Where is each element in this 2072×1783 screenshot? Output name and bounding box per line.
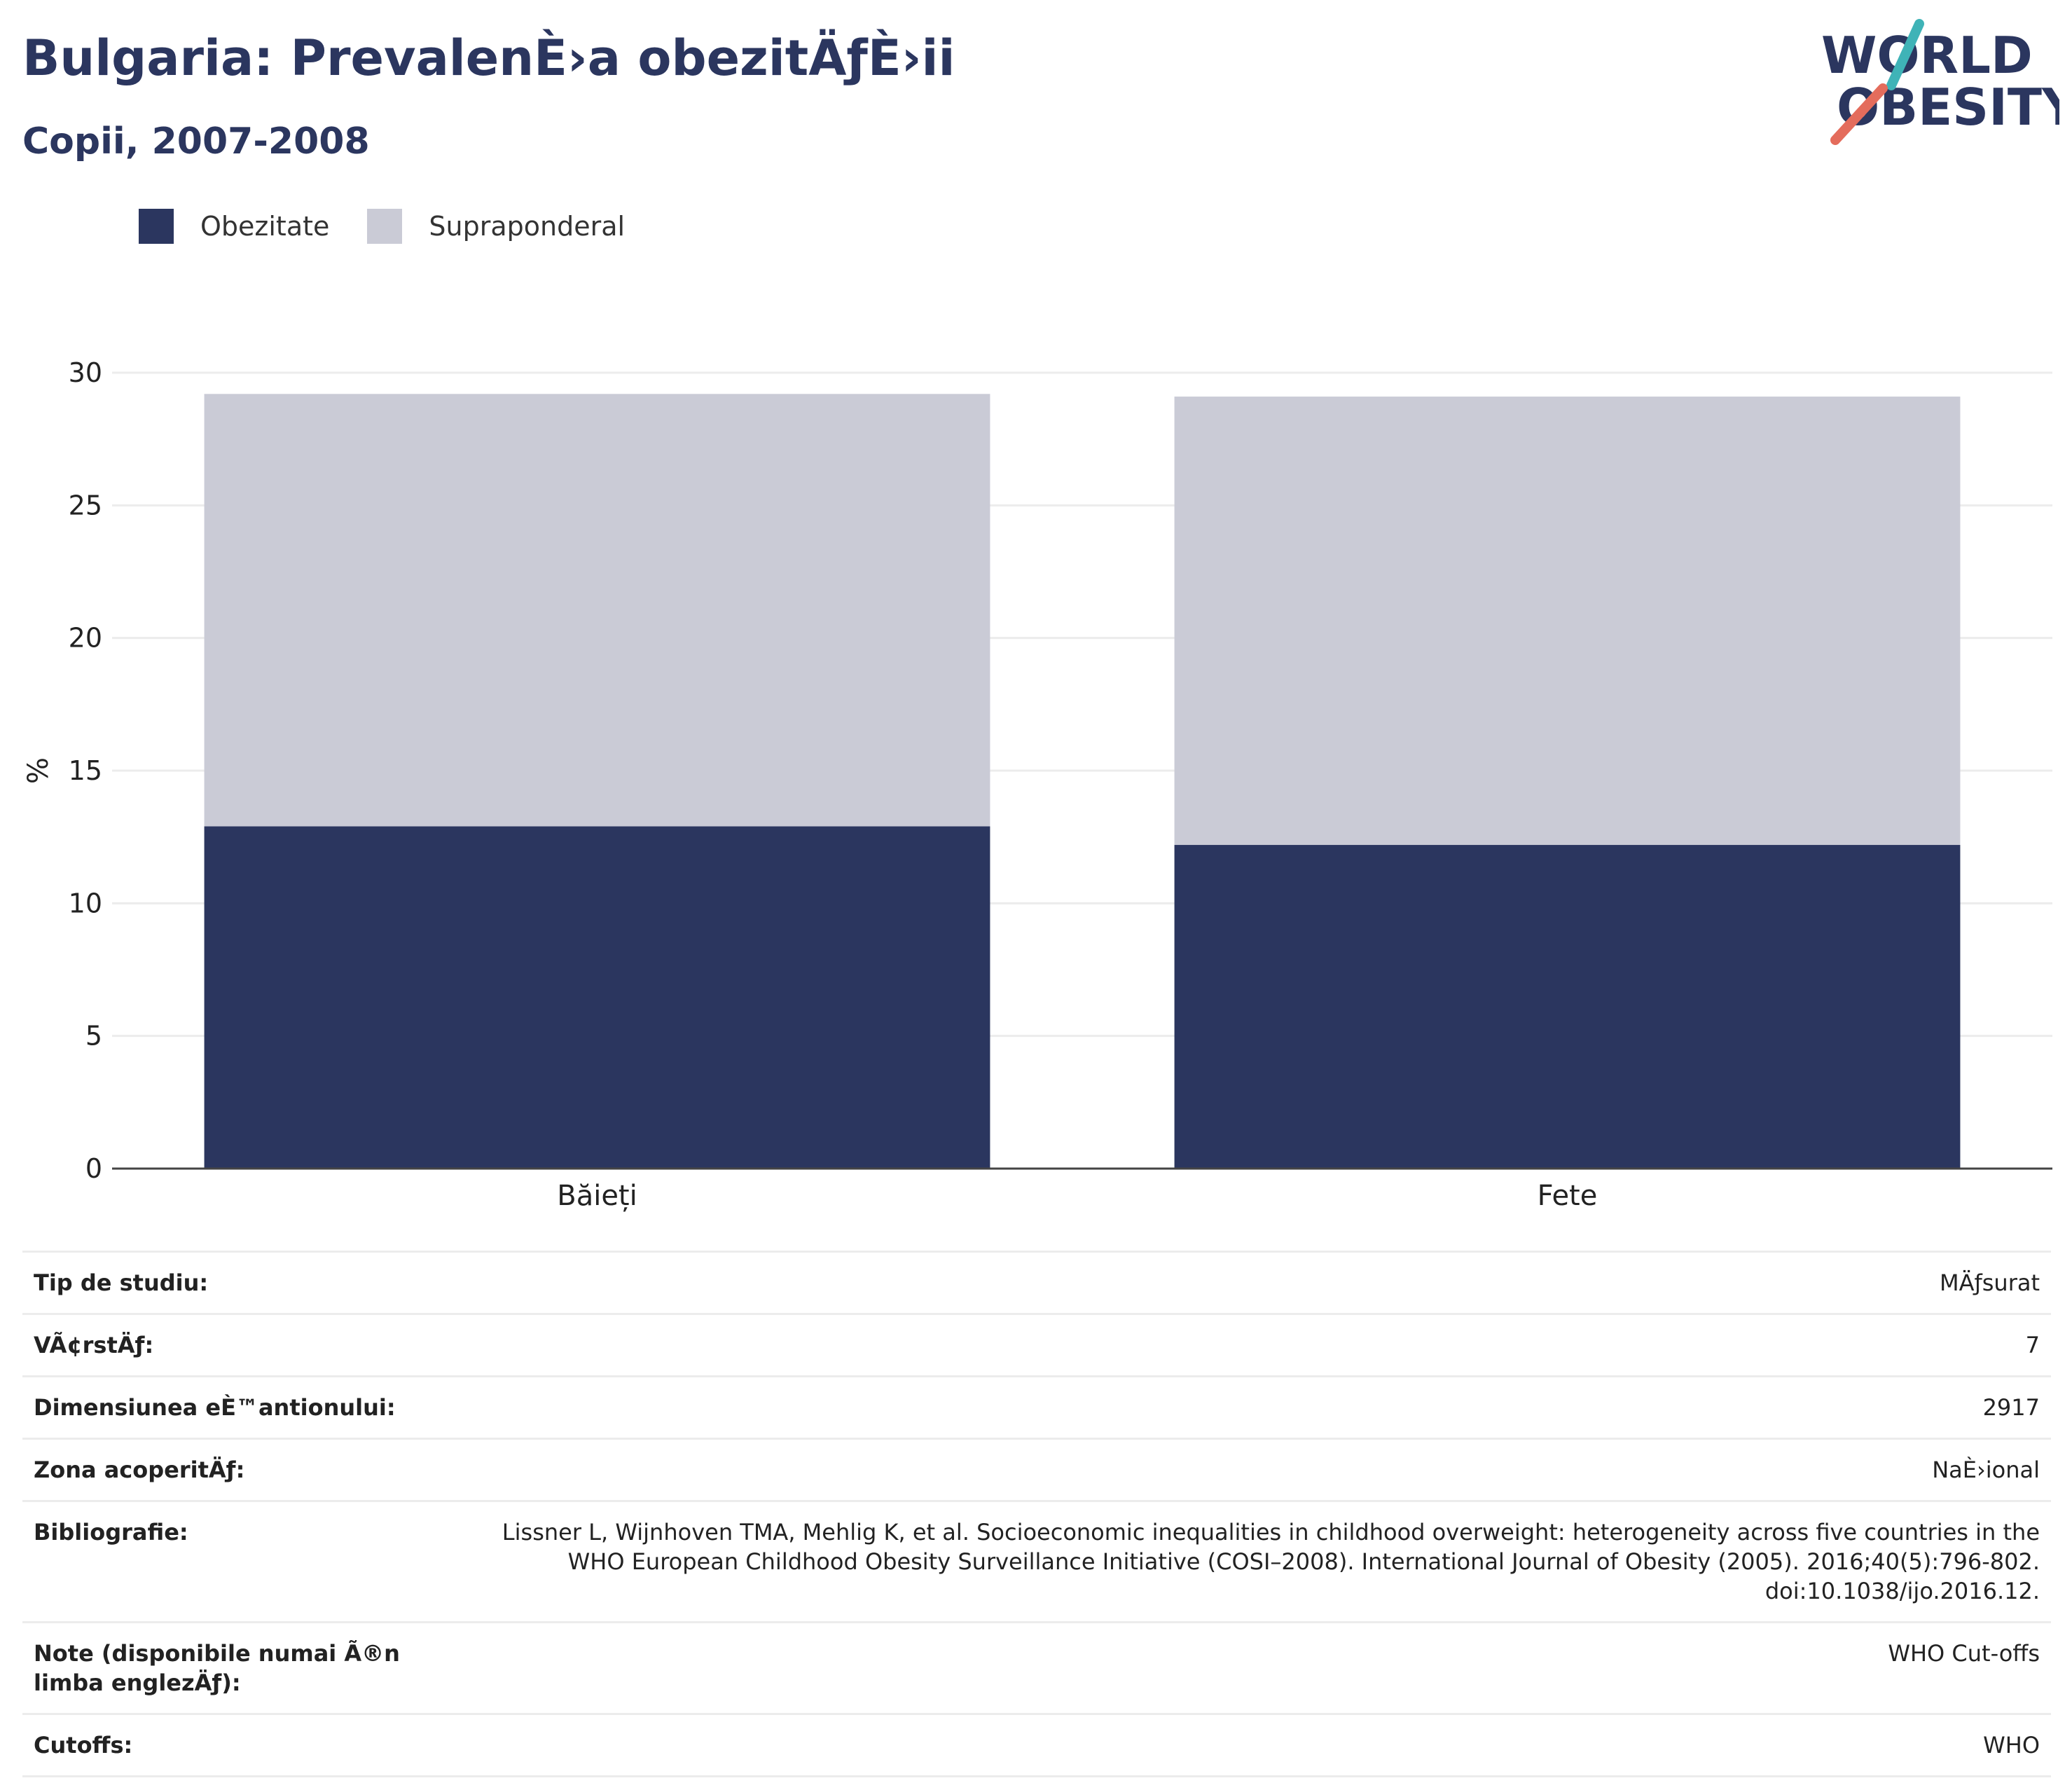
stacked-bar-chart: 0 5 10 15 20 25 30% Băieți Fete (22, 357, 2052, 1212)
legend-swatch-obesity (139, 209, 174, 244)
info-row: Cutoffs: WHO (22, 1713, 2051, 1777)
legend-swatch-overweight (367, 209, 403, 244)
x-tick-label: Fete (1538, 1180, 1598, 1212)
y-tick-label: 30 (69, 357, 102, 388)
info-label: Zona acoperitÄƒ: (22, 1438, 465, 1501)
info-label: VÃ¢rstÄƒ: (22, 1313, 465, 1377)
legend-item-obesity[interactable]: Obezitate (139, 209, 329, 244)
bar-overweight-0 (204, 394, 990, 827)
info-row: Note (disponibile numai Ã®n limba englez… (22, 1621, 2051, 1714)
info-value: WHO Cut-offs (465, 1621, 2051, 1714)
legend-label-obesity: Obezitate (200, 211, 330, 242)
y-tick-label: 0 (85, 1153, 102, 1184)
legend-label-overweight: Supraponderal (429, 211, 626, 242)
info-value: Lissner L, Wijnhoven TMA, Mehlig K, et a… (465, 1500, 2051, 1623)
info-value: 2917 (465, 1375, 2051, 1439)
x-tick-label: Băieți (557, 1180, 637, 1212)
info-row: VÃ¢rstÄƒ: 7 (22, 1313, 2051, 1377)
info-row: Zona acoperitÄƒ: NaÈ›ional (22, 1438, 2051, 1501)
info-label: Bibliografie: (22, 1500, 465, 1623)
bar-obesity-0 (204, 826, 990, 1169)
page-subtitle: Copii, 2007-2008 (22, 121, 370, 163)
legend-item-overweight[interactable]: Supraponderal (367, 209, 625, 244)
page-title: Bulgaria: PrevalenÈ›a obezitÄƒÈ›ii (22, 29, 955, 87)
logo-text-world: WORLD (1821, 26, 2033, 85)
y-tick-label: 25 (69, 490, 102, 521)
bar-overweight-1 (1174, 397, 1961, 846)
logo-slash-teal (1886, 19, 1924, 90)
info-label: Cutoffs: (22, 1713, 465, 1777)
info-value: MÄƒsurat (465, 1251, 2051, 1314)
info-label: Tip de studiu: (22, 1251, 465, 1314)
info-value: WHO (465, 1713, 2051, 1777)
info-value: 7 (465, 1313, 2051, 1377)
info-label: Note (disponibile numai Ã®n limba englez… (22, 1621, 465, 1714)
info-value: NaÈ›ional (465, 1438, 2051, 1501)
info-label: Dimensiunea eÈ™antionului: (22, 1375, 465, 1439)
y-tick-label: 10 (69, 888, 102, 918)
logo-text-obesity: OBESITY (1837, 78, 2059, 137)
y-tick-label: 5 (85, 1021, 102, 1052)
y-tick-label: 15 (69, 755, 102, 786)
info-row: Bibliografie: Lissner L, Wijnhoven TMA, M… (22, 1500, 2051, 1623)
info-row: Tip de studiu: MÄƒsurat (22, 1251, 2051, 1314)
world-obesity-logo: WORLD OBESITY (1821, 19, 2059, 145)
bar-obesity-1 (1174, 845, 1961, 1169)
study-info-table: Tip de studiu: MÄƒsurat VÃ¢rstÄƒ: 7 Dimensiu… (22, 1251, 2051, 1777)
y-axis-label: % (22, 757, 55, 784)
logo-slash-coral (1830, 83, 1888, 145)
y-tick-label: 20 (69, 623, 102, 654)
chart-legend: Obezitate Supraponderal (139, 207, 663, 245)
info-row: Dimensiunea eÈ™antionului: 2917 (22, 1375, 2051, 1439)
